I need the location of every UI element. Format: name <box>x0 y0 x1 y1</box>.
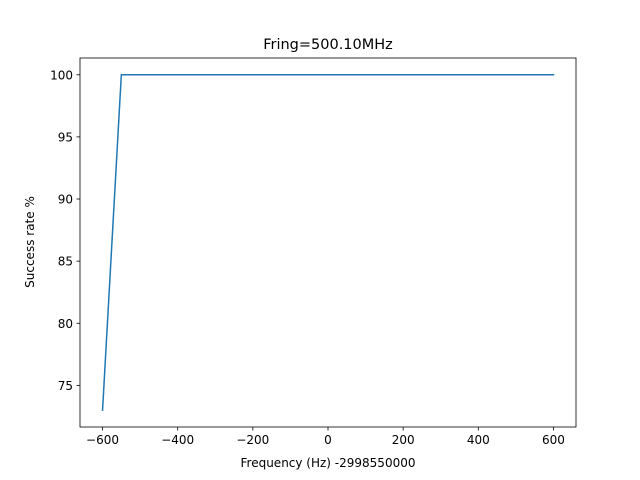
x-tick-label: −200 <box>236 433 269 447</box>
x-tick-label: −600 <box>86 433 119 447</box>
y-tick-label: 75 <box>58 379 73 393</box>
x-axis-ticks: −600 −400 −200 0 200 400 600 <box>86 427 565 447</box>
y-axis-ticks: 75 80 85 90 95 100 <box>50 68 80 393</box>
y-tick-label: 95 <box>58 130 73 144</box>
x-tick-label: 0 <box>324 433 332 447</box>
x-tick-label: 400 <box>467 433 490 447</box>
x-axis-label: Frequency (Hz) -2998550000 <box>241 456 416 470</box>
x-tick-label: 600 <box>542 433 565 447</box>
y-tick-label: 85 <box>58 255 73 269</box>
y-tick-label: 100 <box>50 68 73 82</box>
y-tick-label: 90 <box>58 193 73 207</box>
y-axis-label: Success rate % <box>23 196 37 288</box>
x-tick-label: −400 <box>161 433 194 447</box>
chart-title: Fring=500.10MHz <box>263 37 393 53</box>
series-line-0 <box>101 74 555 412</box>
y-tick-label: 80 <box>58 317 73 331</box>
x-tick-label: 200 <box>392 433 415 447</box>
